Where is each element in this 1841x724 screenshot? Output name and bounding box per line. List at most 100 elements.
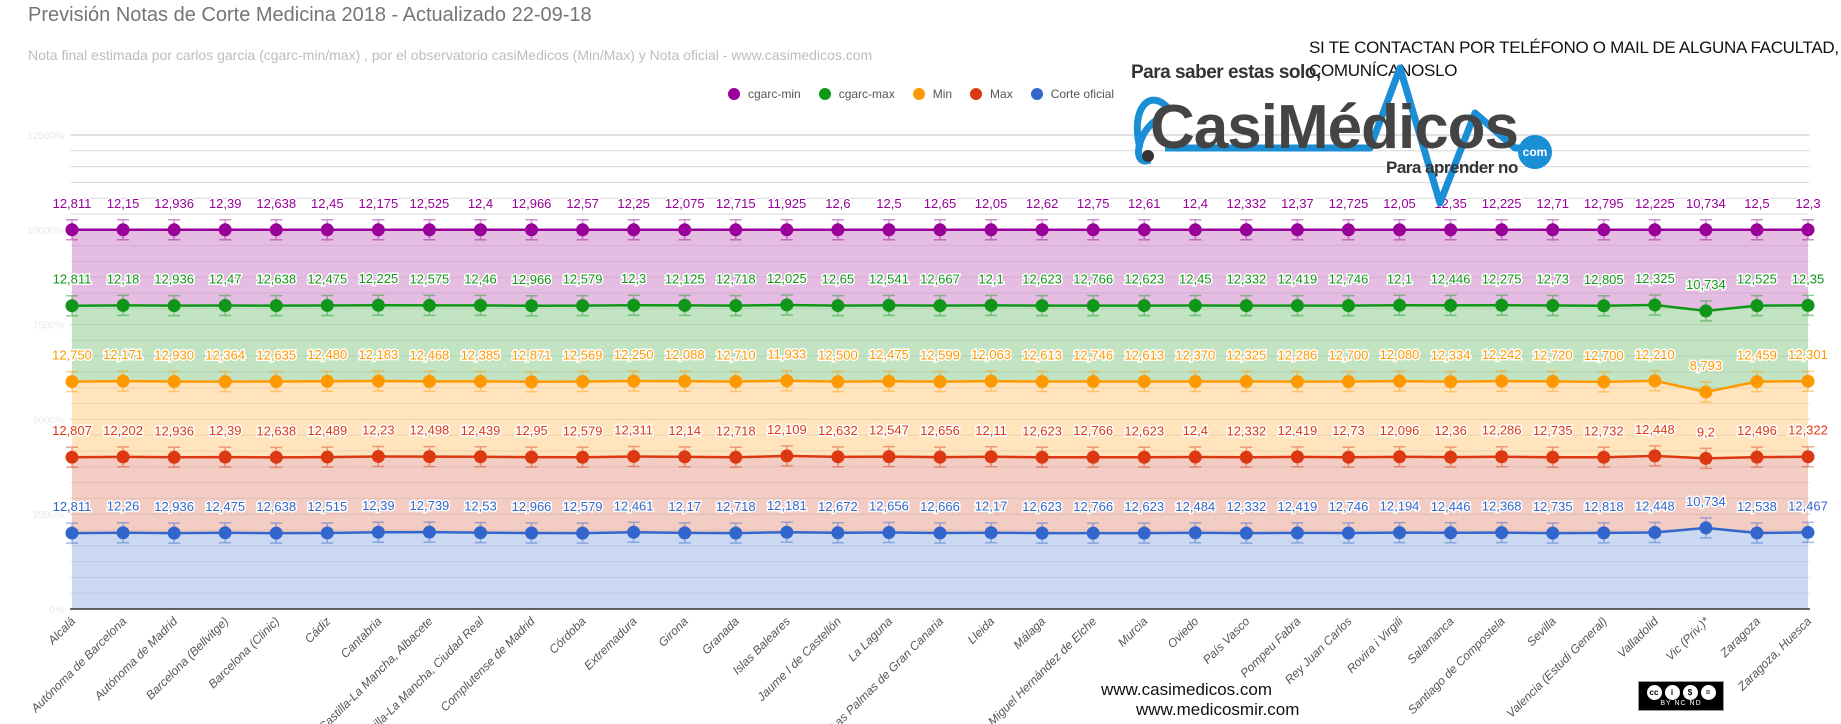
data-point: 12,325 [1633,269,1676,316]
point-marker [167,526,181,540]
data-point: 12,25 [616,194,651,241]
point-marker [933,375,947,389]
point-marker [320,450,334,464]
data-point: 11,925 [766,194,808,241]
point-marker [1648,525,1662,539]
point-marker [729,526,743,540]
data-label: 12,26 [107,499,140,514]
point-marker [1188,375,1202,389]
data-point: 12,4 [1181,422,1209,468]
data-point: 12,515 [306,497,349,544]
legend-item[interactable]: cgarc-min [728,87,801,101]
data-label: 12,080 [1380,347,1420,362]
data-label: 12,14 [668,423,701,438]
data-point: 12,541 [868,270,910,317]
data-label: 12,368 [1482,499,1522,514]
data-point: 12,45 [310,194,345,241]
data-point: 12,088 [663,346,706,392]
area-corte-oficial [72,527,1808,609]
data-point: 12,766 [1072,422,1115,468]
data-point: 12,175 [357,194,400,241]
x-tick-label: Autónoma de Barcelona [28,614,130,716]
point-marker [1750,299,1764,313]
point-marker [1239,223,1253,237]
data-label: 12,739 [410,498,450,513]
data-point: 12,225 [1480,194,1523,241]
data-label: 12,700 [1329,348,1369,363]
point-marker [525,223,539,237]
footer-link-casimedicos[interactable]: www.casimedicos.com [1101,680,1272,699]
data-label: 12,250 [614,347,654,362]
data-point: 12,370 [1174,346,1217,393]
data-label: 12,3 [621,271,646,286]
chart-subtitle: Nota final estimada por carlos garcia (c… [28,47,873,63]
data-point: 12,332 [1225,422,1268,469]
data-point: 12,656 [868,497,910,544]
data-label: 12,936 [154,423,194,438]
data-point: 12,57 [565,194,600,241]
point-marker [1444,526,1458,540]
data-label: 12,5 [876,196,901,211]
legend-item[interactable]: Max [970,87,1013,101]
data-point: 12,459 [1736,346,1778,393]
data-label: 12,325 [1226,347,1266,362]
point-marker [320,526,334,540]
point-marker [1750,450,1764,464]
data-label: 12,623 [1022,272,1062,287]
point-marker [933,526,947,540]
legend-label: cgarc-min [748,87,801,101]
footer-link-medicosmir[interactable]: www.medicosmir.com [1136,700,1300,719]
x-tick-label: Valencia (Estudi General) [1504,614,1610,720]
data-label: 12,39 [209,196,242,211]
point-marker [729,374,743,388]
data-label: 12,468 [410,347,450,362]
data-label: 12,966 [512,272,552,287]
point-marker [1750,375,1764,389]
point-marker [1035,374,1049,388]
data-point: 12,667 [919,270,961,317]
data-label: 11,933 [767,347,806,362]
point-marker [1137,223,1151,237]
data-label: 12,17 [975,499,1008,514]
data-point: 12,286 [1276,346,1319,393]
x-tick-label: Extremadura [581,614,640,673]
data-label: 12,45 [311,196,344,211]
point-marker [525,450,539,464]
data-label: 12,623 [1022,423,1062,438]
legend-label: Max [990,87,1013,101]
legend-item[interactable]: Min [912,87,952,101]
point-marker [422,450,436,464]
point-marker [167,223,181,237]
point-marker [320,374,334,388]
point-marker [984,374,998,388]
data-point: 12,448 [1633,420,1676,467]
data-point: 12,096 [1378,421,1421,468]
data-point: 12,419 [1276,421,1319,468]
point-marker [1290,375,1304,389]
nd-icon: = [1700,685,1716,700]
point-marker [882,450,896,464]
point-marker [678,298,692,312]
point-marker [371,374,385,388]
data-point: 12,475 [204,497,247,544]
data-point: 12,5 [875,194,903,241]
data-point: 11,933 [766,345,808,392]
data-point: 12,718 [714,270,757,317]
legend-item[interactable]: Corte oficial [1030,87,1114,101]
data-point: 12,47 [207,270,243,317]
point-marker [1393,526,1407,540]
legend-item[interactable]: cgarc-max [818,87,895,101]
creative-commons-badge: cc i $ = BY NC ND [1638,681,1724,711]
data-point: 12,025 [765,269,808,316]
data-label: 12,05 [975,196,1008,211]
point-marker [1546,374,1560,388]
data-point: 12,3 [619,270,648,316]
data-label: 12,632 [818,423,858,438]
data-point: 12,109 [765,420,808,467]
point-marker [1699,223,1713,237]
data-point: 12,75 [1075,194,1111,241]
data-label: 12,364 [205,348,245,363]
data-label: 12,36 [1434,423,1467,438]
point-marker [422,374,436,388]
data-point: 12,334 [1429,346,1472,393]
